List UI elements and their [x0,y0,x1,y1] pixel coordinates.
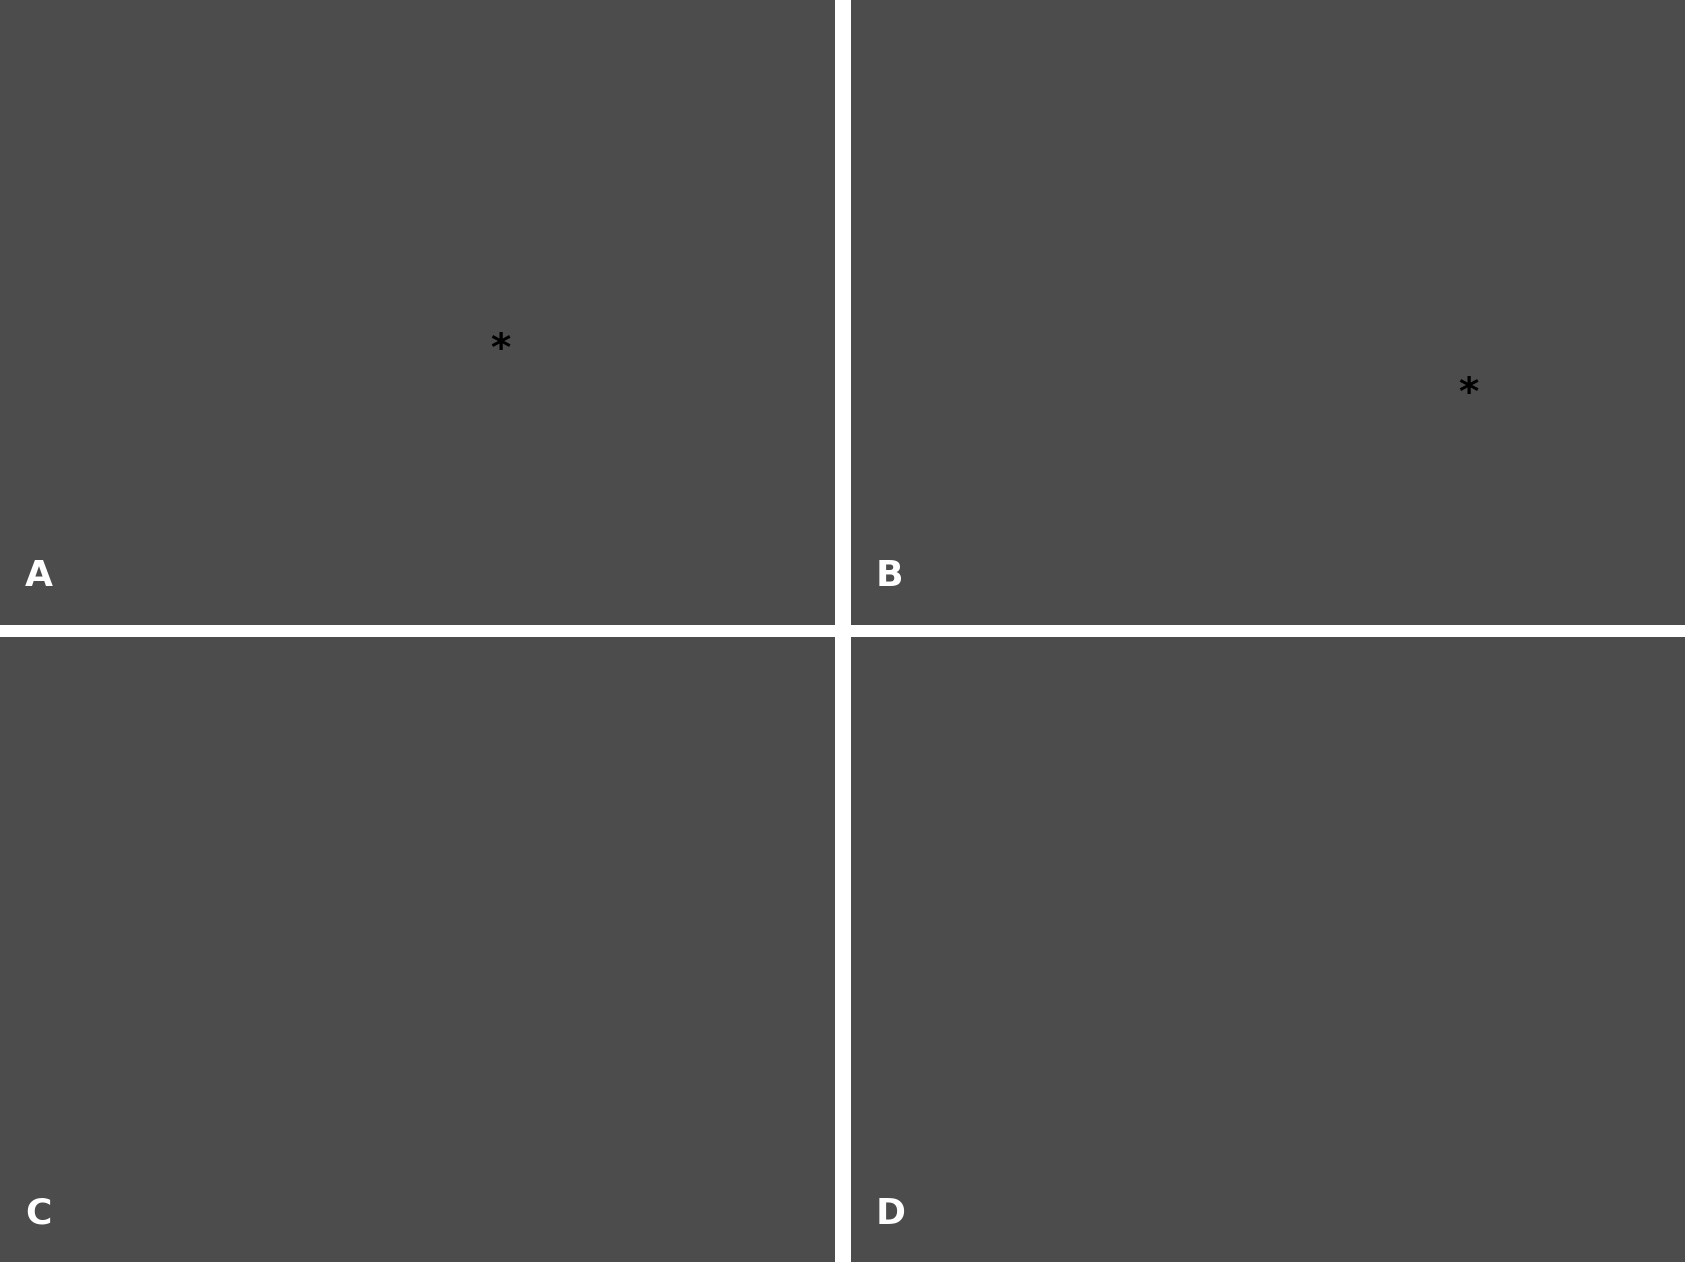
Text: A: A [25,559,52,593]
Text: C: C [25,1196,52,1230]
Text: *: * [1458,375,1478,413]
Text: *: * [490,331,511,369]
Text: B: B [876,559,903,593]
Text: D: D [876,1196,907,1230]
